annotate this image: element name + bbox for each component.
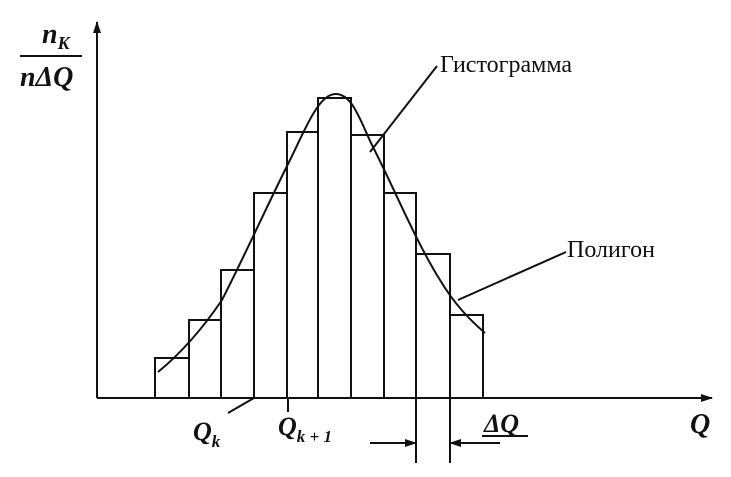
polygon-curve	[157, 92, 486, 373]
text: Q	[278, 412, 297, 441]
histogram-label: Гистограмма	[440, 52, 572, 78]
leader	[457, 251, 567, 301]
text: k + 1	[297, 427, 332, 446]
text: Q	[193, 417, 212, 446]
tick-label: Qk + 1	[278, 412, 332, 446]
bar	[415, 253, 451, 399]
bar	[383, 192, 417, 399]
bar	[286, 131, 319, 399]
leader	[227, 397, 255, 414]
tick-label: Qk	[193, 417, 221, 451]
bar	[220, 269, 255, 399]
leader	[369, 65, 438, 153]
text: K	[57, 33, 72, 53]
x-label: Q	[690, 409, 710, 440]
histogram	[154, 97, 484, 399]
y-label-numerator: nK	[42, 19, 72, 53]
text: n	[42, 19, 58, 50]
interval-label: ΔQ	[483, 409, 519, 438]
y-label-denominator: nΔQ	[20, 62, 73, 93]
polygon-label: Полигон	[567, 237, 655, 263]
bar	[350, 134, 385, 399]
bar	[154, 357, 190, 399]
text: k	[212, 432, 221, 451]
bar	[188, 319, 222, 399]
bar	[317, 97, 352, 399]
